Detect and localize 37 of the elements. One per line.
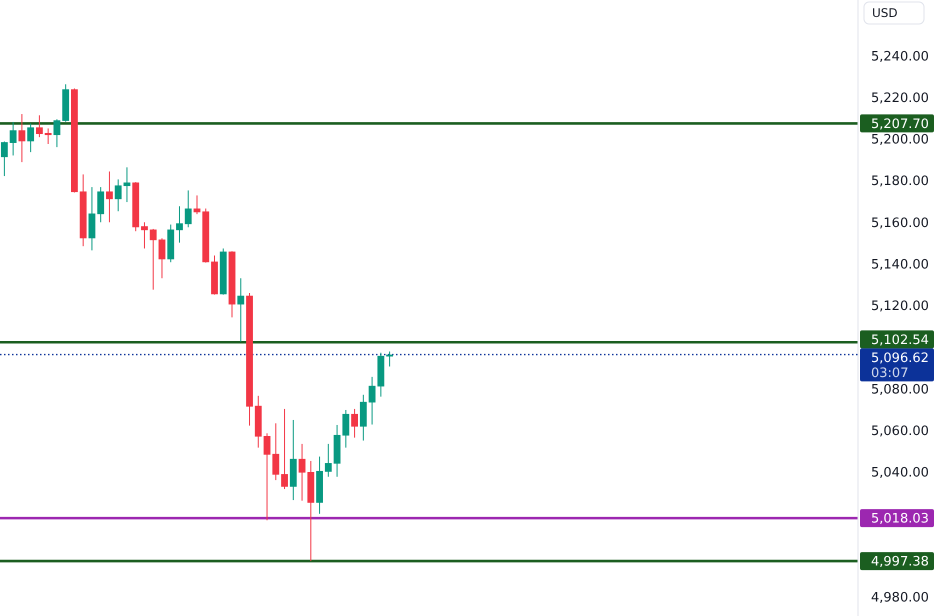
ref-line-label: 5,207.70 [871,116,929,132]
candlestick [194,194,200,215]
y-axis-title: USD [872,6,898,20]
candlestick [176,206,183,244]
y-tick-label: 5,160.00 [871,216,929,231]
ref-line-label: 5,102.54 [871,332,929,348]
candlestick [351,408,358,438]
y-tick-label: 5,040.00 [871,466,929,481]
candlestick [158,238,166,279]
candlestick [342,409,350,448]
candlestick [141,222,148,249]
candlestick [298,443,306,502]
candlestick [272,422,280,481]
y-tick-label: 5,200.00 [871,132,929,148]
candlestick [124,166,130,203]
ref-line-label: 5,018.03 [871,512,929,527]
ref-line-label: 4,997.38 [871,554,929,570]
y-tick-label: 5,240.00 [871,49,929,64]
y-tick-label: 5,060.00 [871,424,929,439]
candlestick [264,432,270,521]
y-tick-label: 5,220.00 [871,90,929,106]
y-tick-label: 5,120.00 [871,299,929,314]
candlestick [324,443,332,478]
candlestick [150,228,157,290]
candlestick [106,170,113,223]
candlestick [114,178,122,212]
candlestick [237,278,244,342]
candlestick [281,408,288,490]
y-tick-label: 5,140.00 [871,257,929,272]
candlestick [27,122,34,153]
y-tick-label: 5,080.00 [871,382,929,398]
candlestick [184,190,192,228]
y-tick-label: 4,980.00 [871,590,929,606]
candlestick [18,114,26,163]
y-tick-label: 5,180.00 [871,174,929,190]
ref-line-label: 5,096.62 03:07 [871,350,929,381]
candlestick [97,186,104,223]
